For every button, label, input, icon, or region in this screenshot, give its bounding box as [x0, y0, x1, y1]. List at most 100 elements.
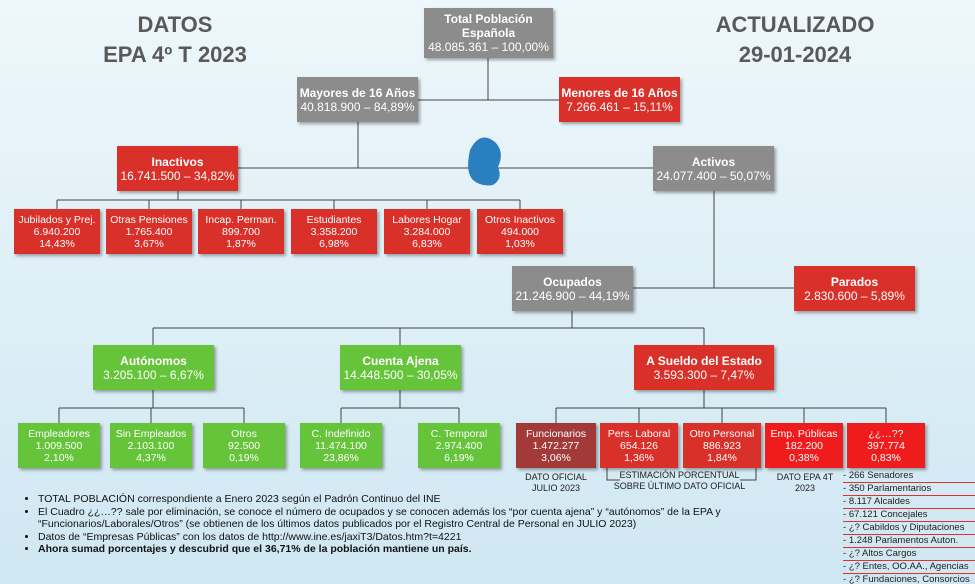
node-title: Jubilados y Prej.: [18, 213, 96, 226]
node-box: Total Población Española 48.085.361 – 100…: [424, 8, 553, 58]
notes: TOTAL POBLACIÓN correspondiente a Enero …: [22, 493, 758, 556]
node-box: Labores Hogar 3.284.000 6,83%: [384, 209, 470, 254]
header-left: DATOS EPA 4º T 2023: [80, 10, 270, 70]
node-value: 3,67%: [134, 237, 164, 250]
node-value: 1.765.400: [125, 225, 173, 238]
node-box: Otros Inactivos 494.000 1,03%: [477, 209, 563, 254]
node-title: Labores Hogar: [392, 213, 462, 226]
note: El Cuadro ¿¿…?? sale por eliminación, se…: [38, 506, 758, 531]
annotation: DATO EPA 4T 2023: [770, 472, 840, 494]
node-value: 654.126: [620, 439, 658, 452]
node-title: Menores de 16 Años: [561, 85, 678, 100]
node-value: 21.246.900 – 44,19%: [515, 288, 630, 303]
list-item: 350 Parlamentarios: [843, 483, 975, 496]
node-title: Otras Pensiones: [110, 213, 188, 226]
annotation-line: 2023: [794, 483, 816, 493]
node-box: Funcionarios 1.472.277 3,06%: [516, 423, 596, 468]
unknown-list: 266 Senadores350 Parlamentarios8.117 Alc…: [843, 470, 975, 584]
node-box: A Sueldo del Estado 3.593.300 – 7,47%: [634, 345, 774, 390]
node-title: Autónomos: [120, 353, 187, 368]
node-box: Mayores de 16 Años 40.818.900 – 84,89%: [297, 77, 418, 122]
node-value: 4,37%: [136, 451, 166, 464]
list-item: 8.117 Alcaldes: [843, 496, 975, 509]
node-box: ¿¿…?? 397.774 0,83%: [847, 423, 925, 468]
list-item: ¿? Entes, OO.AA., Agencias: [843, 561, 975, 574]
annotation: DATO OFICIAL JULIO 2023: [506, 472, 606, 494]
node-box: Empleadores 1.009.500 2,10%: [18, 423, 100, 468]
node-value: 11.474.100: [315, 439, 367, 452]
node-title: Cuenta Ajena: [362, 353, 439, 368]
node-title: A Sueldo del Estado: [646, 353, 762, 368]
node-value: 182.200: [785, 439, 823, 452]
node-box: Otras Pensiones 1.765.400 3,67%: [106, 209, 192, 254]
node-title: Pers. Laboral: [607, 427, 671, 440]
node-value: 1,84%: [707, 451, 737, 464]
node-box: Emp. Públicas 182.200 0,38%: [765, 423, 843, 468]
list-item: ¿? Fundaciones, Consorcios: [843, 574, 975, 584]
node-value: 0,38%: [789, 451, 819, 464]
annotation: ESTIMACIÓN PORCENTUAL SOBRE ÚLTIMO DATO O…: [612, 470, 747, 492]
node-value: 6,83%: [412, 237, 442, 250]
node-value: 14.448.500 – 30,05%: [343, 367, 458, 382]
node-box: Estudiantes 3.358.200 6,98%: [291, 209, 377, 254]
node-value: 48.085.361 – 100,00%: [428, 40, 549, 54]
header-text: ACTUALIZADO: [715, 12, 875, 37]
header-text: DATOS: [137, 12, 213, 37]
header-right: ACTUALIZADO 29-01-2024: [690, 10, 900, 70]
node-box: Activos 24.077.400 – 50,07%: [653, 146, 774, 191]
node-box: Otros 92.500 0,19%: [203, 423, 285, 468]
node-box: Jubilados y Prej. 6.940.200 14,43%: [14, 209, 100, 254]
node-value: 2.830.600 – 5,89%: [804, 288, 905, 303]
node-title: Otros Inactivos: [484, 213, 556, 226]
node-value: 16.741.500 – 34,82%: [120, 168, 235, 183]
node-title: Total Población Española: [444, 12, 533, 40]
annotation-line: SOBRE ÚLTIMO DATO OFICIAL: [613, 481, 746, 491]
node-value: 14,43%: [39, 237, 75, 250]
header-text: 29-01-2024: [738, 42, 852, 67]
node-title: Otro Personal: [689, 427, 755, 440]
node-value: 6,19%: [444, 451, 474, 464]
node-title: Sin Empleados: [115, 427, 187, 440]
node-box: Cuenta Ajena 14.448.500 – 30,05%: [340, 345, 461, 390]
node-box: C. Indefinido 11.474.100 23,86%: [300, 423, 382, 468]
node-box: Ocupados 21.246.900 – 44,19%: [512, 266, 633, 311]
annotation-line: JULIO 2023: [531, 483, 581, 493]
node-box: Sin Empleados 2.103.100 4,37%: [110, 423, 192, 468]
note: Datos de “Empresas Públicas” con los dat…: [38, 531, 758, 544]
node-value: 1,03%: [505, 237, 535, 250]
node-box: Otro Personal 886.923 1,84%: [683, 423, 761, 468]
node-value: 40.818.900 – 84,89%: [300, 99, 415, 114]
node-value: 0,19%: [229, 451, 259, 464]
node-title: Empleadores: [28, 427, 90, 440]
list-item: 1.248 Parlamentos Auton.: [843, 535, 975, 548]
node-box: C. Temporal 2.974.400 6,19%: [418, 423, 500, 468]
node-value: 3.593.300 – 7,47%: [653, 367, 755, 382]
node-title: Incap. Perman.: [205, 213, 277, 226]
node-value: 2.103.100: [127, 439, 175, 452]
node-value: 3.205.100 – 6,67%: [103, 367, 204, 382]
node-value: 1.009.500: [35, 439, 83, 452]
node-value: 494.000: [501, 225, 539, 238]
node-title: ¿¿…??: [868, 427, 904, 440]
node-title: Activos: [691, 154, 736, 169]
node-box: Menores de 16 Años 7.266.461 – 15,11%: [559, 77, 680, 122]
node-value: 92.500: [227, 439, 261, 452]
node-value: 7.266.461 – 15,11%: [566, 99, 673, 114]
node-title: Otros: [231, 427, 257, 440]
node-value: 397.774: [867, 439, 905, 452]
node-box: Inactivos 16.741.500 – 34,82%: [117, 146, 238, 191]
node-value: 3,06%: [541, 451, 571, 464]
logo: [468, 137, 501, 186]
list-item: 67.121 Concejales: [843, 509, 975, 522]
node-title: Estudiantes: [306, 213, 362, 226]
node-value: 3.284.000: [403, 225, 451, 238]
node-value: 899.700: [222, 225, 260, 238]
node-value: 1,36%: [624, 451, 654, 464]
node-title: Inactivos: [151, 154, 204, 169]
node-title: C. Indefinido: [311, 427, 371, 440]
header-text: EPA 4º T 2023: [103, 42, 247, 67]
node-title: Ocupados: [543, 274, 602, 289]
node-title: C. Temporal: [430, 427, 488, 440]
